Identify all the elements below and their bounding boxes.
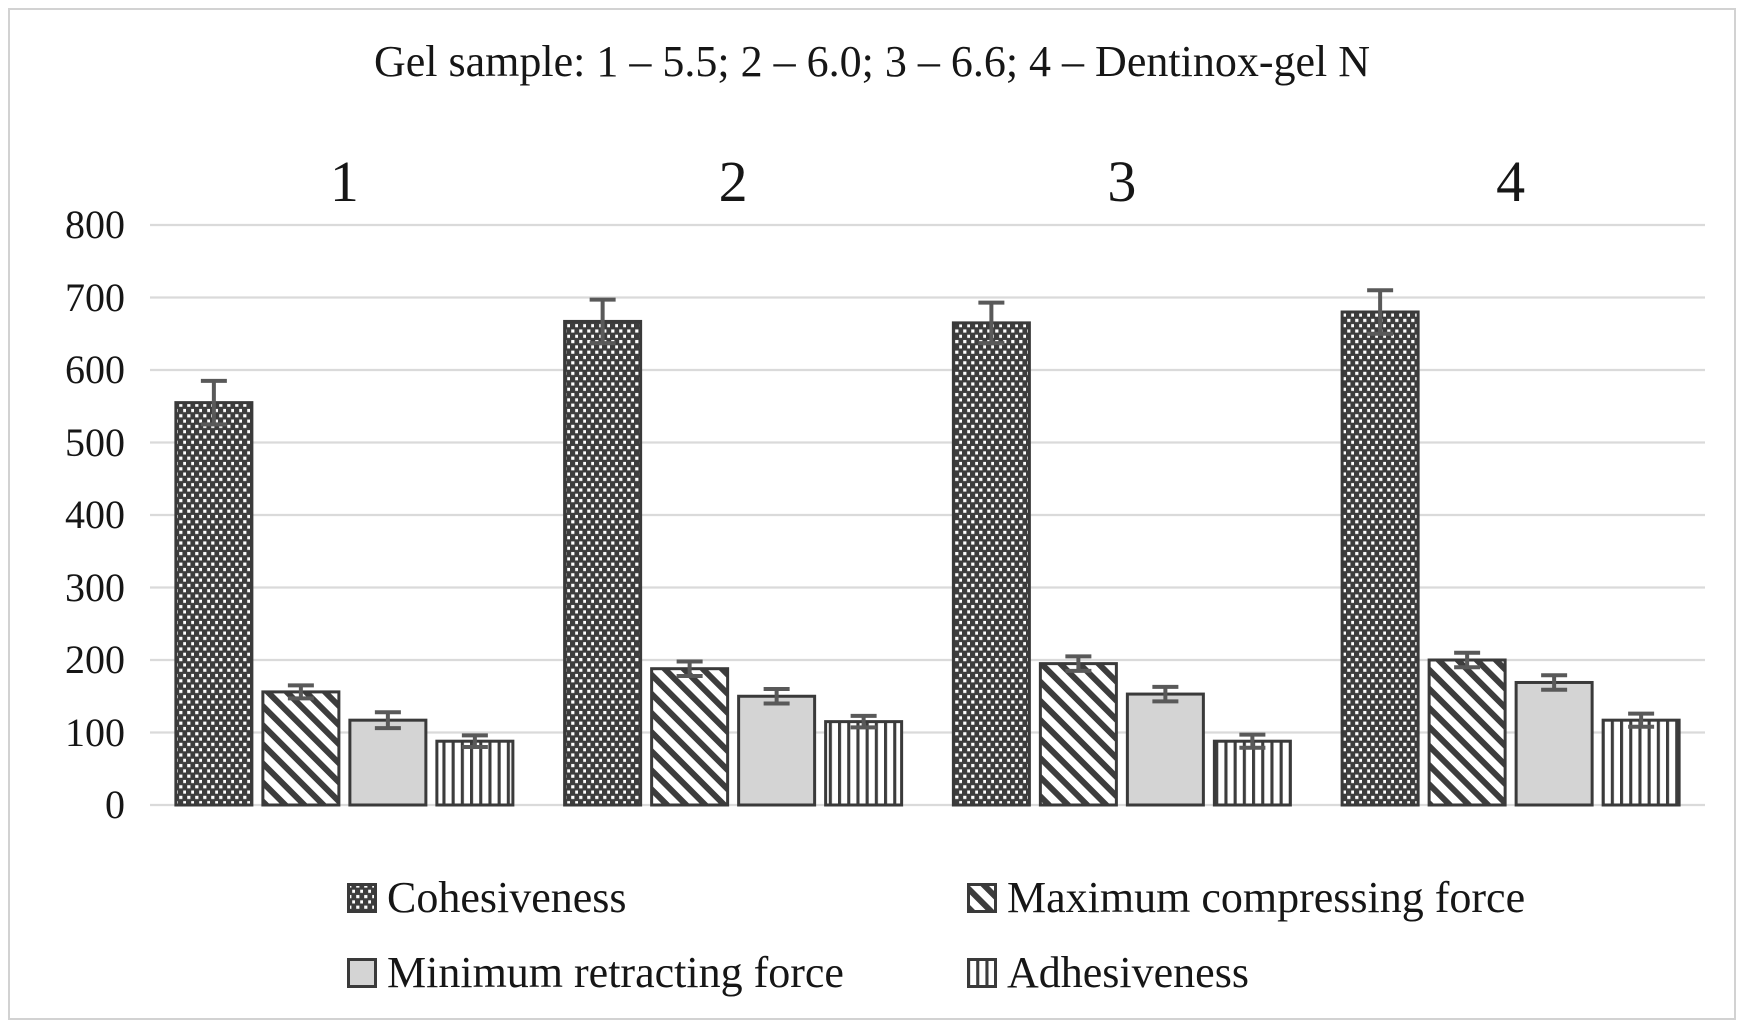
bar-maximum-compressing-force-group-4: [1427, 658, 1507, 807]
legend-swatch-cohesiveness: [347, 883, 377, 913]
legend-swatch-minimum-retracting-force: [347, 958, 377, 988]
bar-adhesiveness-group-3: [1212, 739, 1292, 807]
legend-item-cohesiveness: Cohesiveness: [347, 870, 627, 926]
y-tick-label-100: 100: [65, 709, 125, 755]
bar-minimum-retracting-force-group-3: [1125, 692, 1205, 807]
legend-label-maximum-compressing-force: Maximum compressing force: [1007, 873, 1526, 922]
bar-series: [174, 310, 1681, 807]
error-bars: [200, 288, 1655, 750]
legend-label-adhesiveness: Adhesiveness: [1007, 948, 1249, 997]
y-tick-label-700: 700: [65, 274, 125, 320]
bar-minimum-retracting-force-group-1: [348, 718, 428, 807]
bar-cohesiveness-group-2: [563, 319, 643, 807]
y-tick-label-500: 500: [65, 419, 125, 465]
bar-maximum-compressing-force-group-2: [650, 667, 730, 807]
bar-adhesiveness-group-2: [824, 720, 904, 807]
group-label-1: 1: [329, 149, 359, 214]
legend-label-cohesiveness: Cohesiveness: [387, 873, 627, 922]
bar-maximum-compressing-force-group-1: [261, 690, 341, 807]
y-tick-label-400: 400: [65, 492, 125, 537]
group-label-4: 4: [1496, 149, 1526, 214]
legend-item-maximum-compressing-force: Maximum compressing force: [967, 870, 1525, 926]
chart-title: Gel sample: 1 – 5.5; 2 – 6.0; 3 – 6.6; 4…: [374, 37, 1370, 86]
legend-swatch-maximum-compressing-force: [967, 883, 997, 913]
legend-item-minimum-retracting-force: Minimum retracting force: [347, 945, 844, 1001]
y-tick-label-200: 200: [65, 637, 125, 682]
y-tick-label-0: 0: [105, 782, 125, 827]
legend-item-adhesiveness: Adhesiveness: [967, 945, 1249, 1001]
plot-area: [150, 223, 1705, 807]
bar-adhesiveness-group-4: [1601, 718, 1681, 807]
group-label-3: 3: [1107, 149, 1137, 214]
bar-cohesiveness-group-3: [951, 321, 1031, 807]
y-tick-label-300: 300: [65, 564, 125, 610]
legend-swatch-adhesiveness: [967, 958, 997, 988]
figure-frame: Gel sample: 1 – 5.5; 2 – 6.0; 3 – 6.6; 4…: [8, 8, 1736, 1020]
bar-cohesiveness-group-1: [174, 401, 254, 807]
bar-minimum-retracting-force-group-2: [737, 694, 817, 807]
legend-label-minimum-retracting-force: Minimum retracting force: [387, 948, 844, 997]
bar-cohesiveness-group-4: [1340, 310, 1420, 807]
group-label-2: 2: [718, 149, 748, 214]
bar-adhesiveness-group-1: [435, 739, 515, 807]
bar-maximum-compressing-force-group-3: [1038, 662, 1118, 807]
y-tick-label-600: 600: [65, 347, 125, 392]
bar-minimum-retracting-force-group-4: [1514, 680, 1594, 807]
y-tick-label-800: 800: [65, 202, 125, 247]
